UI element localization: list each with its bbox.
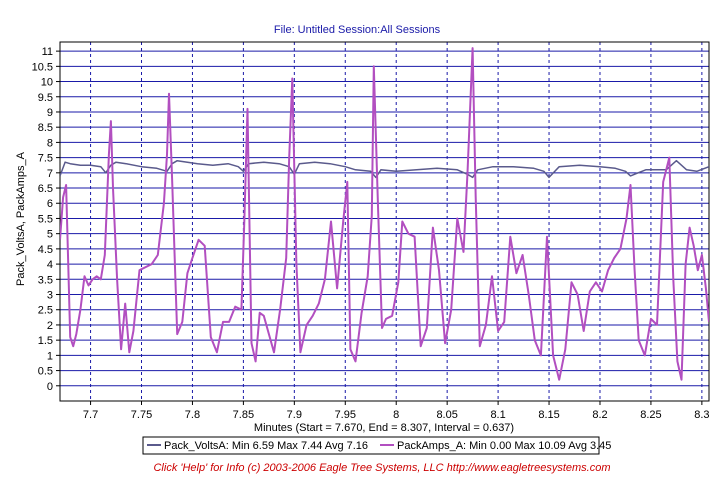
- legend: Pack_VoltsA: Min 6.59 Max 7.44 Avg 7.16 …: [142, 436, 611, 455]
- y-tick-label: 11: [42, 46, 53, 58]
- y-tick-label: 2: [47, 320, 53, 332]
- y-axis-ticks: 0 0.5 1 1.5 2 2.5 3 3.5 4 4.5 5 5.5 6 6.5 7 7.5 8 8.5 9 9.5…: [32, 46, 60, 393]
- y-tick-label: 7: [47, 168, 53, 180]
- x-tick-label: 8.1: [490, 409, 505, 421]
- x-tick-label: 7.9: [287, 409, 302, 421]
- series-line-amps: [60, 47, 709, 381]
- y-tick-label: 5.5: [38, 213, 53, 225]
- x-tick-label: 7.95: [335, 409, 356, 421]
- x-axis-label: Minutes (Start = 7.670, End = 8.307, Int…: [254, 422, 514, 434]
- grid: [60, 42, 709, 401]
- plot-border: [59, 41, 710, 402]
- x-tick-label: 7.8: [185, 409, 200, 421]
- chart-title: File: Untitled Session:All Sessions: [274, 24, 441, 36]
- y-tick-label: 9: [47, 107, 53, 119]
- y-tick-label: 9.5: [38, 92, 53, 104]
- x-tick-label: 8.05: [436, 409, 457, 421]
- y-tick-label: 6: [47, 198, 53, 210]
- y-tick-label: 5: [47, 229, 53, 241]
- y-tick-label: 8.5: [38, 122, 53, 134]
- footer-info: Click 'Help' for Info (c) 2003-2006 Eagl…: [153, 462, 610, 474]
- x-tick-label: 7.85: [233, 409, 254, 421]
- legend-label-amps: PackAmps_A: Min 0.00 Max 10.09 Avg 3.45: [397, 440, 611, 452]
- x-tick-label: 8.25: [640, 409, 661, 421]
- y-tick-label: 4: [47, 259, 53, 271]
- legend-box: [142, 436, 600, 455]
- y-tick-label: 3.5: [38, 274, 53, 286]
- y-tick-label: 0.5: [38, 366, 53, 378]
- y-tick-label: 10: [41, 77, 53, 89]
- y-tick-label: 3: [47, 290, 53, 302]
- x-axis-ticks: 7.7 7.75 7.8 7.85 7.9 7.95 8 8.05 8.1 8.15 8.2 8.25…: [83, 401, 710, 421]
- y-tick-label: 0: [47, 381, 53, 393]
- x-tick-label: 7.7: [83, 409, 98, 421]
- y-tick-label: 8: [47, 137, 53, 149]
- y-tick-label: 7.5: [38, 153, 53, 165]
- y-tick-label: 4.5: [38, 244, 53, 256]
- y-axis-label: Pack_VoltsA, PackAmps_A: [15, 151, 27, 286]
- y-tick-label: 6.5: [38, 183, 53, 195]
- y-tick-label: 2.5: [38, 305, 53, 317]
- x-tick-label: 8.15: [538, 409, 559, 421]
- y-tick-label: 1: [47, 350, 53, 362]
- legend-label-volts: Pack_VoltsA: Min 6.59 Max 7.44 Avg 7.16: [164, 440, 368, 452]
- x-tick-label: 7.75: [131, 409, 152, 421]
- series-line-volts: [60, 159, 709, 179]
- y-tick-label: 10.5: [32, 61, 53, 73]
- x-tick-label: 8.3: [694, 409, 709, 421]
- y-tick-label: 1.5: [38, 335, 53, 347]
- x-tick-label: 8: [393, 409, 399, 421]
- series-layer: [60, 47, 709, 381]
- x-tick-label: 8.2: [592, 409, 607, 421]
